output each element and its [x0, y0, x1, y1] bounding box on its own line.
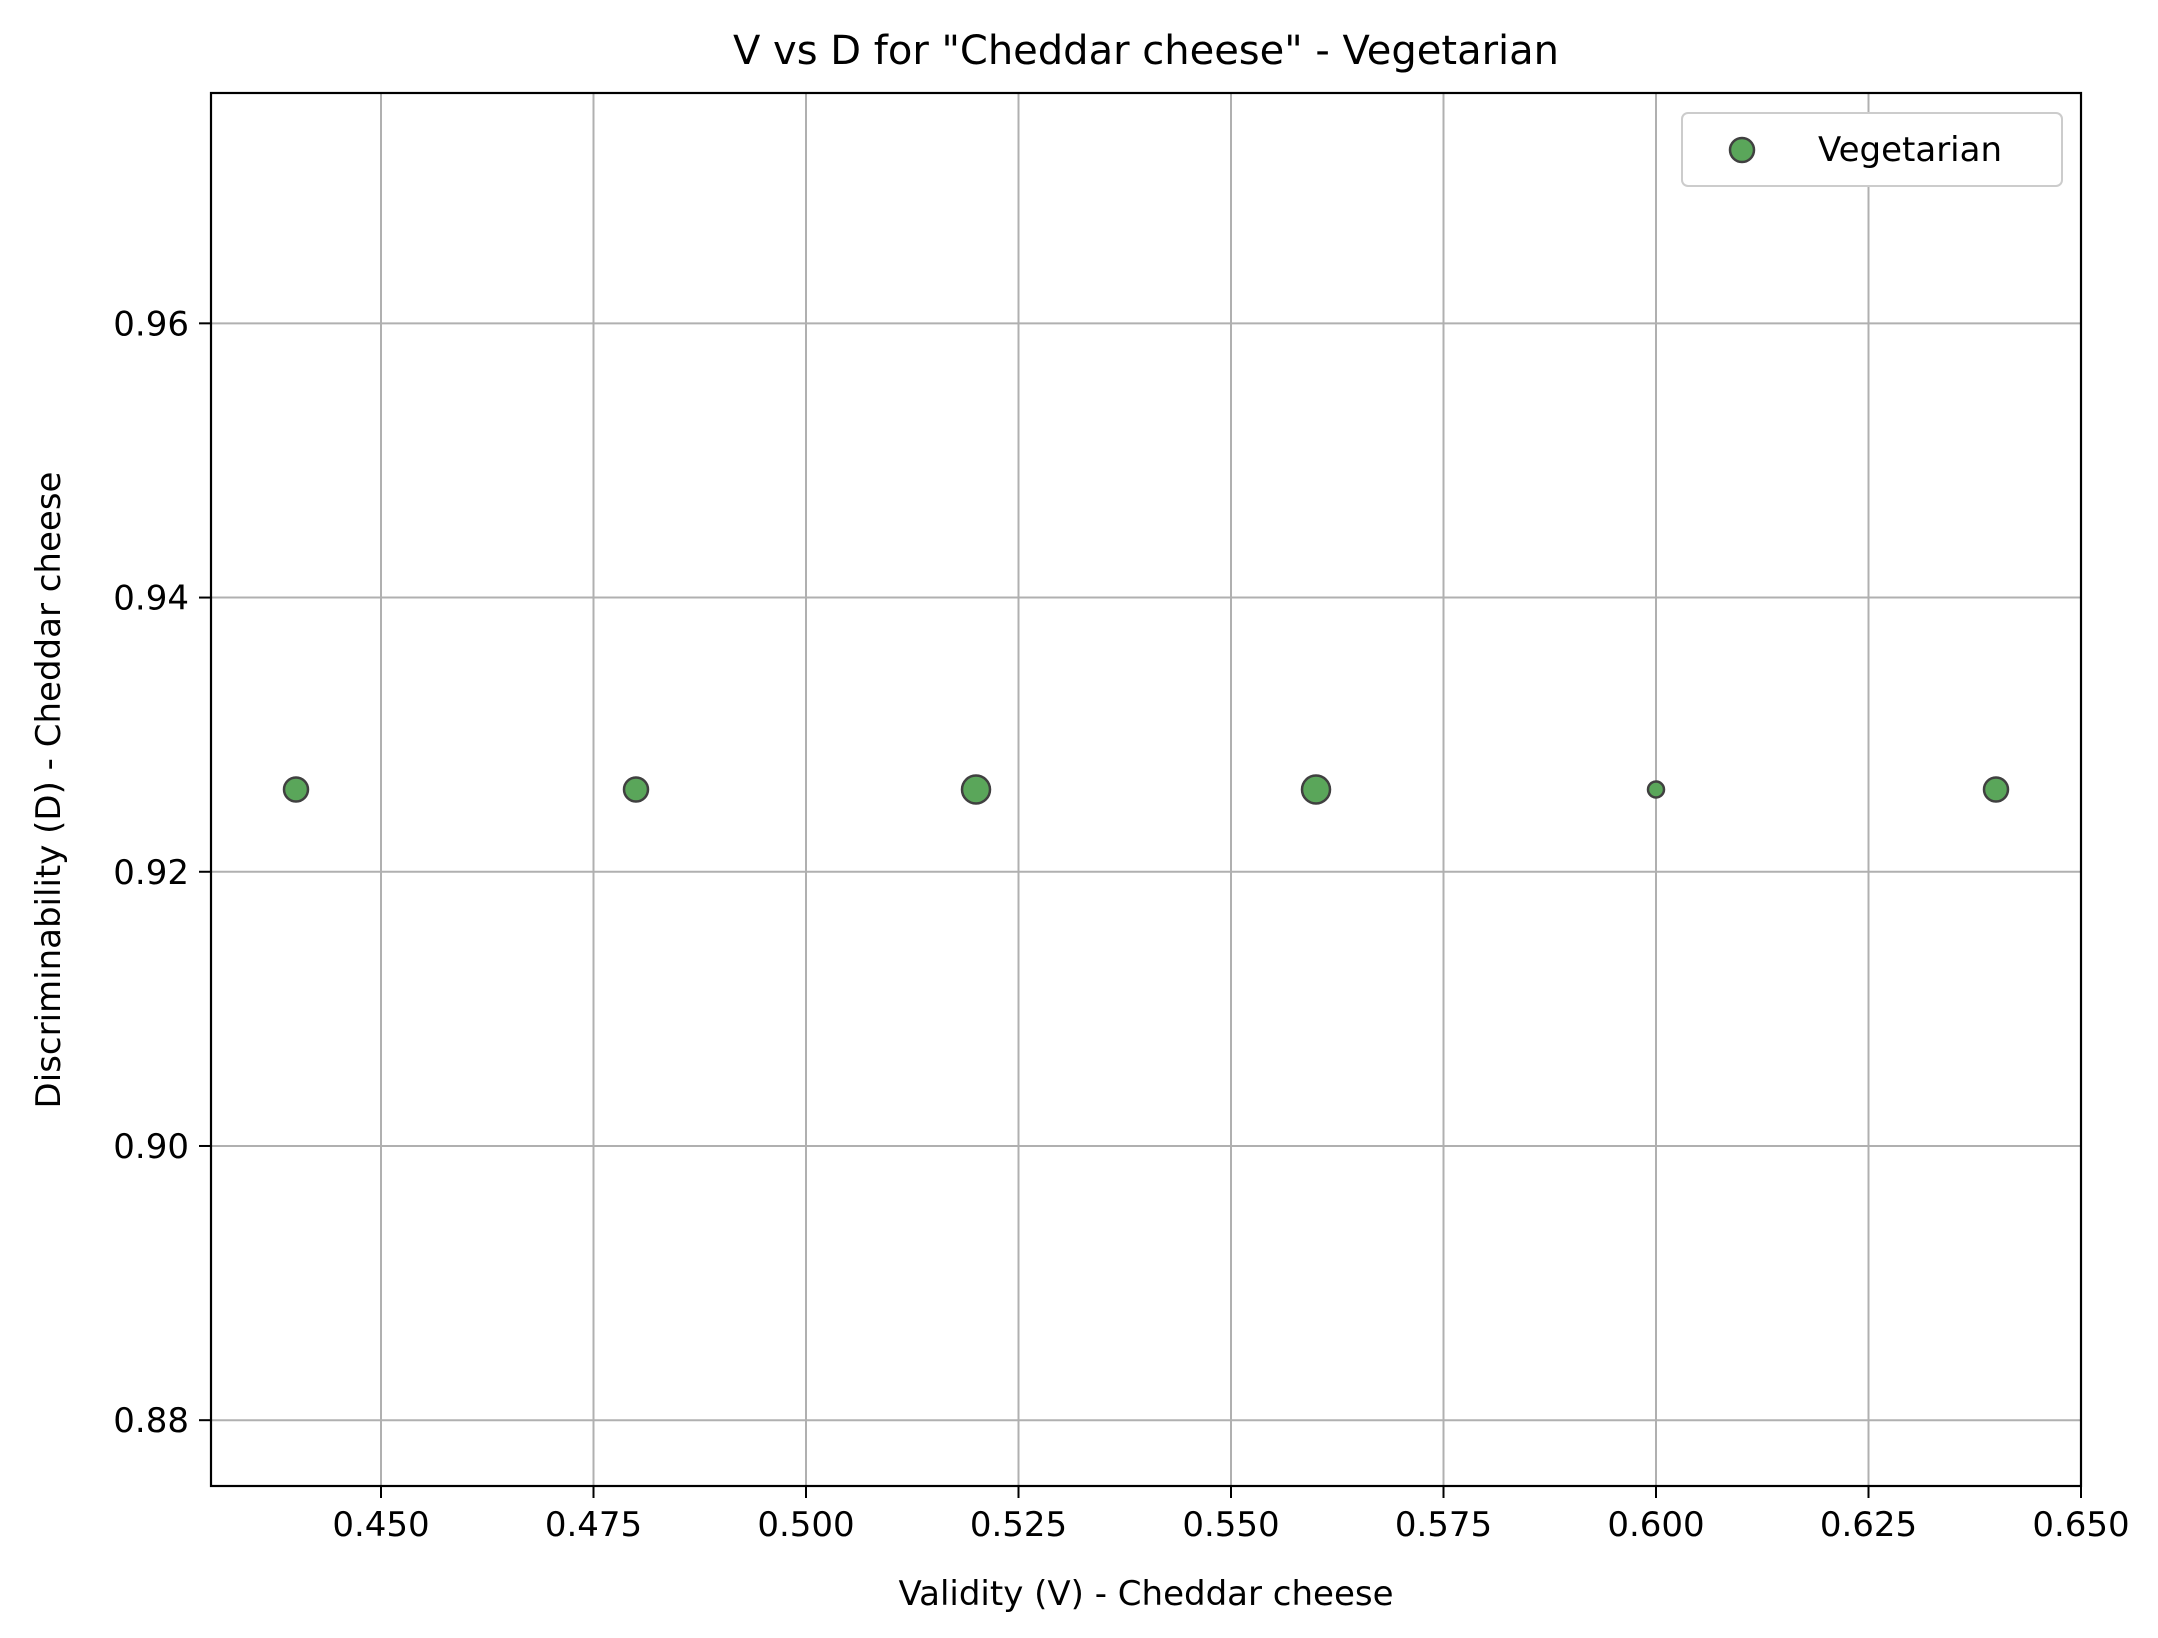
x-tick-label: 0.550: [1182, 1505, 1279, 1545]
data-point: [622, 776, 650, 803]
x-axis-label: Validity (V) - Cheddar cheese: [898, 1574, 1393, 1614]
x-tick-label: 0.450: [332, 1505, 429, 1545]
data-point: [282, 776, 310, 803]
y-axis-label: Discriminability (D) - Cheddar cheese: [29, 472, 69, 1109]
x-tick-label: 0.500: [757, 1505, 854, 1545]
x-tick-label: 0.650: [2032, 1505, 2129, 1545]
y-tick-label: 0.88: [113, 1401, 189, 1441]
x-tick-label: 0.600: [1607, 1505, 1704, 1545]
data-point: [960, 774, 992, 805]
plot-area: [211, 93, 2081, 1486]
data-point: [1646, 780, 1666, 799]
legend-box: [1681, 112, 2063, 187]
y-tick-label: 0.96: [113, 304, 189, 344]
data-point: [1300, 774, 1332, 805]
x-tick-label: 0.525: [970, 1505, 1067, 1545]
x-tick-label: 0.575: [1395, 1505, 1492, 1545]
data-points: [282, 774, 2010, 805]
y-tick-label: 0.94: [113, 579, 189, 619]
y-tick-label: 0.90: [113, 1127, 189, 1167]
x-tick-label: 0.475: [545, 1505, 642, 1545]
x-tick-label: 0.625: [1820, 1505, 1917, 1545]
axis-ticks: 0.450 0.475 0.500 0.525 0.550 0.575 0.600 0.625…: [113, 304, 2129, 1545]
plot-frame: [209, 91, 2083, 1488]
chart-title: V vs D for "Cheddar cheese" - Vegetarian: [733, 28, 1559, 74]
legend-label: Vegetarian: [1818, 130, 2002, 170]
y-tick-label: 0.92: [113, 853, 189, 893]
data-point: [1982, 776, 2010, 803]
legend: Vegetarian: [1681, 112, 2063, 187]
legend-marker: [1728, 136, 1756, 164]
